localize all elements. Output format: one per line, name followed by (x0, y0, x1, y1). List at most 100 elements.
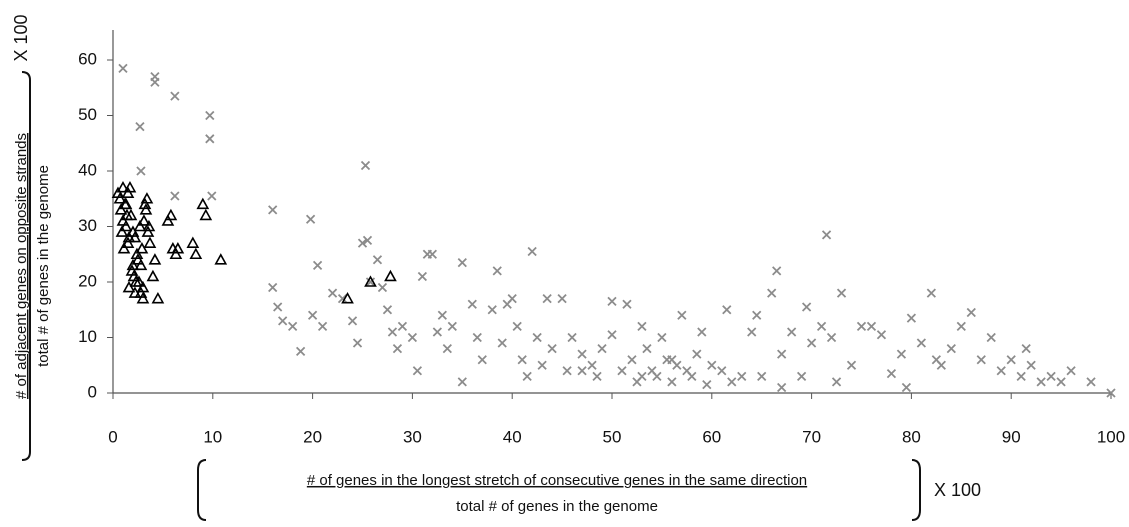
point (477, 355, 487, 365)
point (607, 330, 617, 340)
point (806, 338, 817, 348)
y-tick-label: 60 (78, 49, 97, 68)
point (121, 186, 135, 198)
y-tick-label: 50 (78, 105, 97, 124)
point (757, 371, 767, 381)
point (946, 343, 956, 354)
point (796, 371, 807, 381)
point (136, 280, 150, 293)
point (357, 238, 368, 248)
point (996, 366, 1006, 376)
point (384, 269, 397, 282)
point (122, 230, 136, 243)
point (687, 371, 697, 381)
point (697, 327, 707, 337)
point (727, 377, 737, 387)
point (341, 292, 354, 304)
point (189, 247, 203, 260)
point (131, 253, 145, 265)
point (517, 355, 527, 365)
point (926, 288, 936, 298)
point (362, 235, 373, 246)
point (135, 121, 145, 132)
point (642, 343, 652, 354)
point (123, 181, 137, 193)
point (1066, 366, 1076, 376)
point (622, 299, 632, 309)
point (199, 208, 213, 221)
x-tick-label: 90 (1002, 427, 1021, 446)
point (577, 349, 587, 359)
x-tick-label: 70 (802, 427, 821, 446)
point (186, 236, 200, 248)
point (826, 332, 837, 343)
point (537, 360, 547, 370)
point (161, 214, 175, 226)
point (836, 288, 847, 298)
point (382, 305, 393, 315)
point (966, 307, 976, 318)
point (360, 160, 371, 171)
point (916, 338, 927, 348)
point (1056, 377, 1066, 387)
point (901, 382, 912, 393)
x-tick-label: 40 (503, 427, 522, 446)
point (135, 242, 149, 254)
point (816, 321, 827, 332)
point (337, 294, 348, 304)
point (527, 246, 537, 257)
point (417, 271, 428, 282)
point (148, 253, 162, 265)
point (637, 371, 647, 381)
point (134, 258, 148, 271)
point (305, 214, 316, 224)
point (128, 230, 142, 243)
point (707, 360, 717, 370)
point (136, 166, 146, 176)
point (747, 327, 757, 337)
y-tick-label: 30 (78, 216, 97, 235)
point (407, 332, 418, 343)
point (352, 338, 363, 348)
point (617, 366, 627, 376)
y-tick-label: 0 (88, 382, 97, 401)
point (457, 257, 467, 268)
point (1036, 377, 1046, 387)
point (164, 208, 178, 221)
x-label-denominator: total # of genes in the genome (456, 498, 658, 515)
point (512, 321, 522, 332)
point (737, 371, 747, 381)
point (327, 288, 338, 298)
point (372, 255, 383, 265)
point (317, 321, 328, 332)
y-label-multiplier: X 100 (11, 14, 31, 61)
x-bracket-right (911, 459, 921, 521)
point (205, 110, 215, 121)
point (592, 371, 602, 381)
point (143, 236, 157, 248)
point (347, 316, 358, 326)
point (113, 192, 127, 204)
point (146, 269, 160, 282)
point (116, 214, 130, 226)
point (497, 338, 507, 348)
point (986, 332, 996, 343)
y-label-numerator: # of adjacent genes on opposite strands (13, 133, 30, 399)
point (772, 266, 782, 276)
point (437, 310, 447, 320)
point (136, 292, 150, 304)
point (976, 355, 986, 365)
y-bracket (21, 71, 31, 461)
point (142, 219, 156, 232)
point (667, 377, 677, 387)
point (936, 360, 946, 370)
point (652, 371, 662, 381)
point (692, 349, 702, 359)
y-tick-label: 20 (78, 271, 97, 290)
point (432, 327, 442, 337)
point (207, 191, 217, 201)
point (117, 242, 131, 254)
point (397, 321, 408, 332)
point (562, 366, 572, 376)
point (364, 275, 377, 287)
